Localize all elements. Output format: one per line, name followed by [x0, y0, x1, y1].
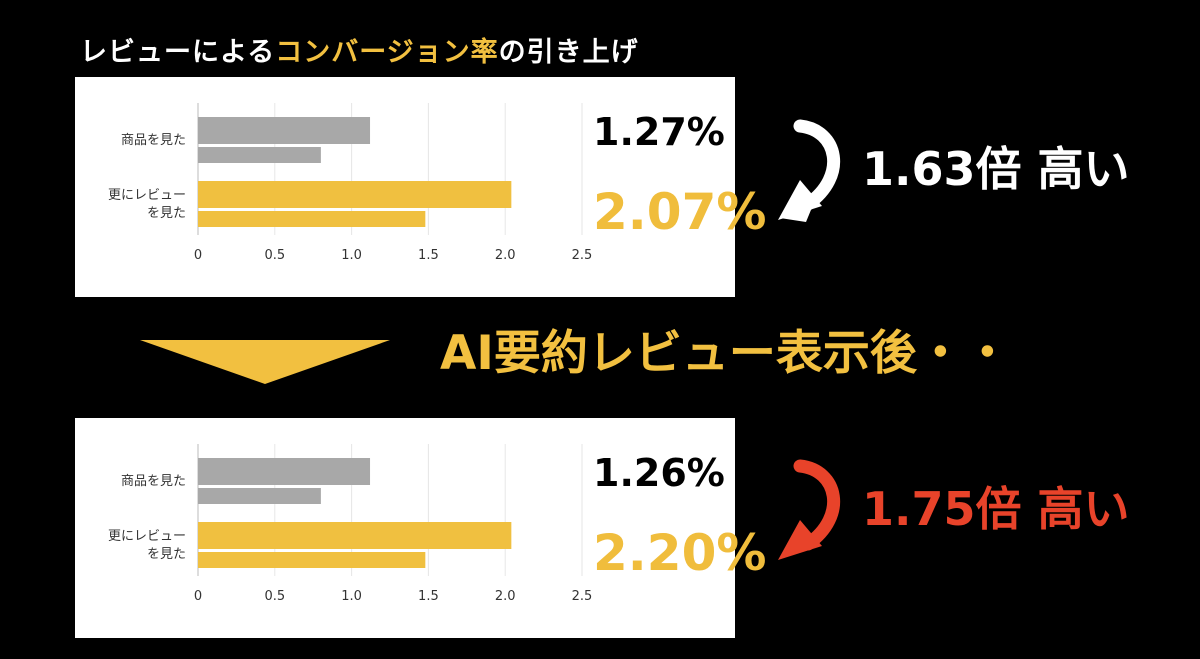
curved-arrow-down-left-icon [778, 459, 841, 560]
bar [198, 147, 321, 163]
before-percentage: 1.27% [593, 110, 725, 154]
after-percentage: 2.07% [593, 183, 767, 241]
category-label: を見た [147, 206, 186, 221]
x-tick-label: 1.5 [418, 589, 439, 604]
category-label: 商品を見た [121, 133, 186, 148]
after-percentage: 2.20% [593, 524, 767, 582]
headline: レビューによるコンバージョン率の引き上げ [80, 30, 639, 69]
x-tick-label: 2.0 [495, 248, 516, 263]
x-tick-label: 0 [194, 248, 202, 263]
subhead: AI要約レビュー表示後・・ [440, 326, 1011, 381]
multiplier-before: 1.63倍 高い [862, 142, 1130, 196]
category-label: 商品を見た [121, 474, 186, 489]
x-tick-label: 2.5 [572, 248, 593, 263]
x-tick-label: 0.5 [264, 589, 285, 604]
x-tick-label: 1.0 [341, 589, 362, 604]
x-tick-label: 2.5 [572, 589, 593, 604]
x-tick-label: 0.5 [264, 248, 285, 263]
x-tick-label: 1.0 [341, 248, 362, 263]
chart-panel-before: 0 0.5 1.0 1.5 2.0 2.5 商品を見た更にレビューを見た 1.27% 2.0… [75, 77, 766, 297]
bar [198, 458, 371, 485]
headline-prefix: レビューによる [80, 37, 276, 68]
multiplier-after: 1.75倍 高い [862, 482, 1130, 536]
bar [198, 522, 512, 549]
x-tick-label: 1.5 [418, 248, 439, 263]
triangle-down-icon [140, 340, 390, 384]
headline-highlight: コンバージョン率 [275, 37, 499, 68]
bar [198, 211, 426, 227]
x-tick-label: 0 [194, 589, 202, 604]
before-percentage: 1.26% [593, 451, 725, 495]
bar [198, 488, 321, 504]
bar [198, 181, 512, 208]
headline-suffix: の引き上げ [498, 37, 639, 68]
category-label: を見た [147, 547, 186, 562]
chart-panel-after: 0 0.5 1.0 1.5 2.0 2.5 商品を見た更にレビューを見た 1.26% 2.2… [75, 418, 766, 638]
bar [198, 117, 371, 144]
category-label: 更にレビュー [108, 529, 186, 544]
x-tick-label: 2.0 [495, 589, 516, 604]
category-label: 更にレビュー [108, 188, 186, 203]
curved-arrow-down-left-icon [778, 119, 841, 222]
bar [198, 552, 426, 568]
